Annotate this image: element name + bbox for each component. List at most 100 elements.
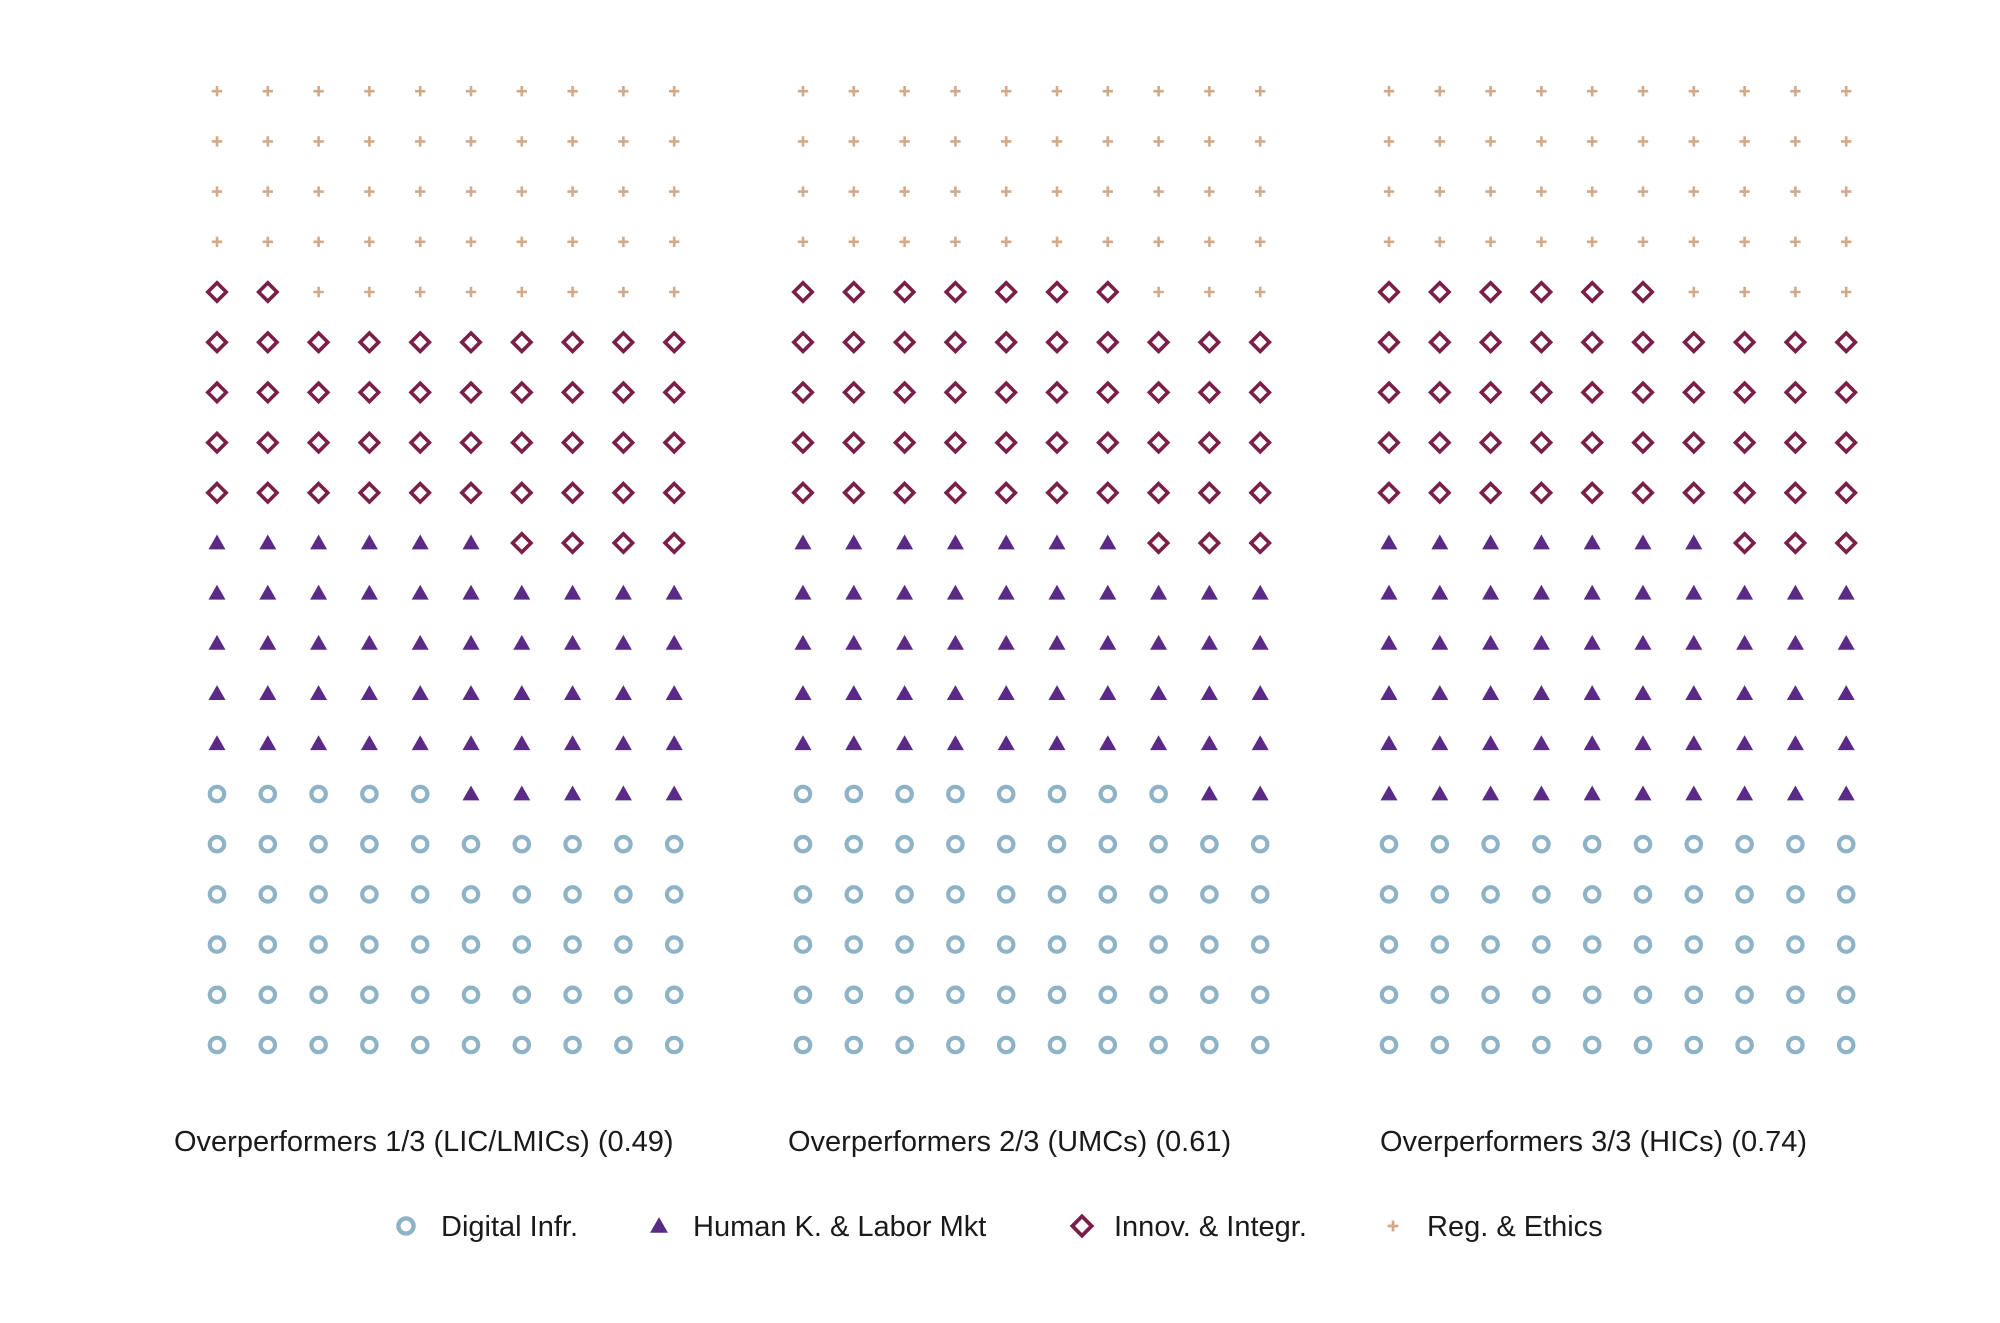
waffle-cell-triangle xyxy=(411,634,429,650)
waffle-cell-ring xyxy=(1836,885,1856,904)
waffle-cell-triangle xyxy=(1634,584,1652,600)
waffle-cell-diamond xyxy=(1146,430,1171,455)
waffle-cell-plus xyxy=(1688,136,1699,147)
waffle-cell-plus xyxy=(415,286,426,298)
waffle-cell-triangle xyxy=(997,634,1015,650)
waffle-cell-triangle xyxy=(208,584,226,600)
waffle-cell-ring xyxy=(895,935,914,954)
waffle-cell-ring xyxy=(793,985,813,1005)
waffle-cell-plus xyxy=(1383,86,1395,97)
waffle-cell-triangle xyxy=(665,584,683,600)
waffle-cell-triangle xyxy=(794,685,812,700)
waffle-cell-ring xyxy=(1836,834,1856,854)
waffle-cell-diamond xyxy=(1682,380,1706,405)
waffle-cell-ring xyxy=(1149,1035,1168,1055)
waffle-cell-diamond xyxy=(994,430,1018,455)
waffle-cell-plus xyxy=(211,186,223,197)
waffle-cell-triangle xyxy=(1634,735,1652,751)
waffle-cell-plus xyxy=(1637,136,1649,147)
waffle-cell-plus xyxy=(1102,186,1113,197)
waffle-cell-diamond xyxy=(408,430,432,455)
waffle-cell-diamond xyxy=(1631,380,1655,405)
waffle-cell-triangle xyxy=(1634,634,1652,650)
waffle-cell-ring xyxy=(793,784,813,804)
waffle-cell-plus xyxy=(669,186,680,197)
waffle-cell-ring xyxy=(258,1035,278,1055)
waffle-cell-ring xyxy=(1047,834,1067,854)
waffle-cell-plus xyxy=(669,136,680,147)
waffle-cell-ring xyxy=(844,935,864,954)
waffle-cell-triangle xyxy=(360,685,378,700)
waffle-cell-plus xyxy=(211,236,223,247)
waffle-cell-triangle xyxy=(1786,634,1804,650)
waffle-cell-ring xyxy=(309,834,328,854)
waffle-cell-triangle xyxy=(1251,584,1269,600)
waffle-cell-triangle xyxy=(1532,785,1550,801)
waffle-cell-diamond xyxy=(510,380,534,405)
waffle-cell-triangle xyxy=(1482,584,1500,600)
waffle-cell-diamond xyxy=(560,330,585,354)
waffle-cell-triangle xyxy=(208,634,226,650)
waffle-cell-triangle xyxy=(896,685,914,700)
waffle-cell-ring xyxy=(1047,985,1067,1005)
waffle-cell-plus xyxy=(313,186,324,197)
waffle-cell-ring xyxy=(614,985,633,1005)
waffle-cell-ring xyxy=(207,834,227,854)
waffle-cell-diamond xyxy=(1834,380,1858,405)
waffle-cell-triangle xyxy=(1099,584,1117,600)
waffle-cell-triangle xyxy=(1150,584,1168,600)
waffle-cell-ring xyxy=(207,985,227,1005)
waffle-cell-ring xyxy=(844,885,864,904)
waffle-cell-diamond xyxy=(459,380,483,405)
waffle-cell-triangle xyxy=(1099,735,1117,751)
waffle-cell-plus xyxy=(516,236,527,247)
waffle-cell-ring xyxy=(512,935,532,954)
waffle-cell-diamond xyxy=(256,330,280,354)
waffle-cell-diamond xyxy=(306,430,331,455)
waffle-cell-plus xyxy=(618,136,629,147)
waffle-cell-ring xyxy=(1481,1035,1500,1055)
waffle-cell-plus xyxy=(1485,186,1496,197)
waffle-cell-ring xyxy=(1532,1035,1551,1055)
waffle-cell-diamond xyxy=(1732,430,1757,455)
waffle-cell-ring xyxy=(1430,985,1450,1005)
waffle-cell-ring xyxy=(309,1035,328,1055)
waffle-cell-plus xyxy=(1841,286,1852,298)
waffle-cell-ring xyxy=(360,1035,379,1055)
waffle-cell-triangle xyxy=(665,685,683,700)
waffle-cell-triangle xyxy=(1736,785,1754,801)
waffle-cell-plus xyxy=(262,236,273,247)
waffle-cell-ring xyxy=(360,834,379,854)
waffle-cell-plus xyxy=(1637,86,1649,97)
waffle-cell-ring xyxy=(360,985,379,1005)
waffle-cell-ring xyxy=(410,1035,430,1055)
waffle-cell-diamond xyxy=(408,330,432,354)
waffle-cell-diamond xyxy=(662,430,686,455)
waffle-cell-diamond xyxy=(1096,430,1120,455)
waffle-cell-diamond xyxy=(994,380,1018,405)
legend-marker-triangle xyxy=(650,1217,668,1233)
waffle-cell-diamond xyxy=(1631,280,1655,304)
waffle-cell-ring xyxy=(410,834,430,854)
waffle-cell-ring xyxy=(1532,834,1551,854)
waffle-cell-diamond xyxy=(1197,531,1222,555)
waffle-cell-ring xyxy=(1532,935,1551,954)
waffle-cell-triangle xyxy=(1048,634,1066,650)
waffle-panel-2 xyxy=(791,86,1272,1055)
waffle-cell-triangle xyxy=(997,534,1015,550)
waffle-cell-diamond xyxy=(357,330,382,354)
waffle-cell-triangle xyxy=(1837,785,1855,801)
waffle-cell-triangle xyxy=(259,584,277,600)
waffle-cell-ring xyxy=(563,834,582,854)
waffle-cell-plus xyxy=(1587,86,1598,97)
waffle-cell-ring xyxy=(895,985,914,1005)
waffle-cell-diamond xyxy=(205,280,229,304)
waffle-cell-ring xyxy=(1836,985,1856,1005)
waffle-cell-ring xyxy=(461,885,481,904)
legend-label: Digital Infr. xyxy=(441,1211,578,1243)
waffle-cell-diamond xyxy=(459,330,483,354)
waffle-cell-diamond xyxy=(994,280,1018,304)
waffle-cell-ring xyxy=(207,784,227,804)
waffle-cell-ring xyxy=(1532,885,1551,904)
waffle-cell-plus xyxy=(1383,186,1395,197)
